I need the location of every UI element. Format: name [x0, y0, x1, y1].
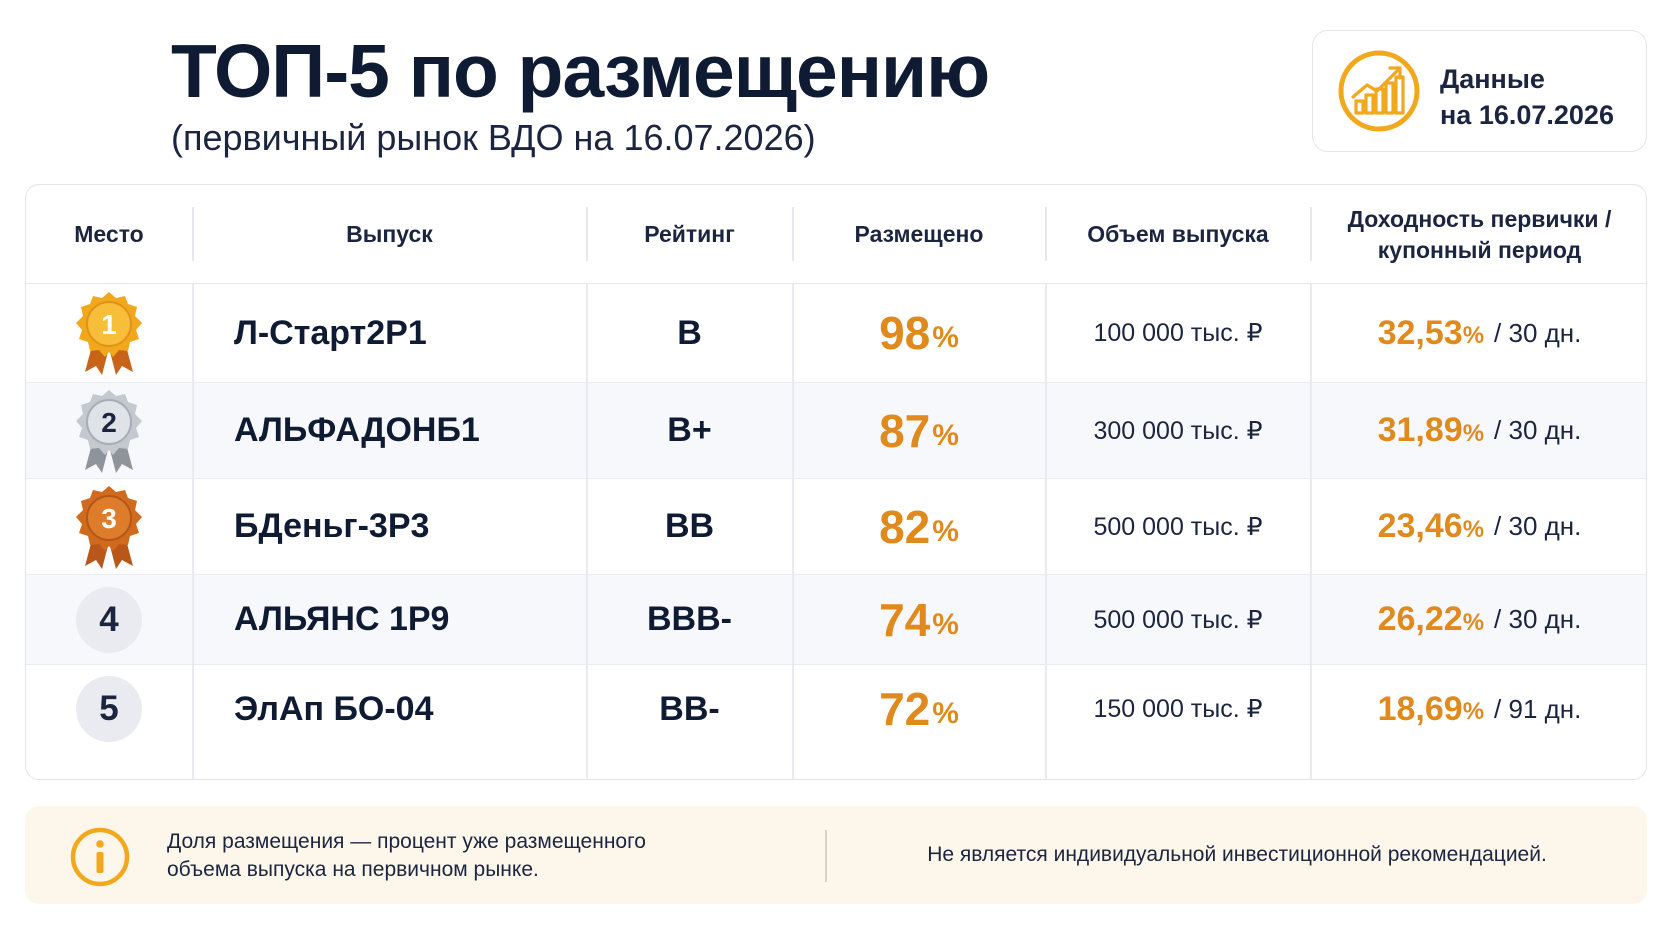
place-cell: 1: [26, 284, 192, 382]
volume-value: 100 000 тыс. ₽: [1093, 319, 1263, 347]
data-date-card: Данные на 16.07.2026: [1312, 30, 1647, 152]
place-badge: 5: [76, 676, 142, 742]
yield-value: 31,89%/ 30 дн.: [1377, 411, 1582, 449]
col-header-issue: Выпуск: [346, 221, 433, 247]
placement-definition: Доля размещения — процент уже размещенно…: [167, 830, 646, 881]
placed-value: 87%: [879, 404, 959, 457]
issue-name: Л-Старт2Р1: [234, 313, 427, 352]
volume-value: 500 000 тыс. ₽: [1093, 605, 1263, 634]
footer-note-panel: Доля размещения — процент уже размещенно…: [25, 806, 1647, 904]
date-value: на 16.07.2026: [1440, 100, 1614, 130]
issue-name: АЛЬЯНС 1Р9: [234, 600, 450, 638]
col-header-place: Место: [74, 221, 144, 247]
rating-value: BB-: [659, 689, 720, 728]
place-cell: 3: [26, 479, 192, 574]
date-label: Данные: [1440, 64, 1545, 94]
issue-name: ЭлАп БО-04: [234, 689, 434, 728]
table-header: Место Выпуск Рейтинг Размещено Объем вып…: [26, 185, 1646, 284]
place-cell: 4: [26, 575, 192, 664]
col-header-placed: Размещено: [854, 221, 984, 247]
info-icon: [70, 827, 130, 887]
volume-value: 150 000 тыс. ₽: [1093, 695, 1263, 723]
yield-value: 26,22%/ 30 дн.: [1377, 600, 1582, 638]
volume-value: 300 000 тыс. ₽: [1093, 416, 1263, 445]
ranking-table: Место Выпуск Рейтинг Размещено Объем вып…: [25, 184, 1647, 780]
place-badge: 4: [76, 586, 142, 653]
rating-value: BB: [664, 507, 715, 545]
svg-text:2: 2: [101, 407, 117, 438]
issue-name: БДеньг-3Р3: [234, 507, 430, 545]
table-row: 4 АЛЬЯНС 1Р9 BBB- 74% 500 000 тыс. ₽ 26,…: [26, 575, 1646, 665]
yield-value: 23,46%/ 30 дн.: [1377, 507, 1582, 545]
col-header-yield-line2: купонный период: [1377, 236, 1582, 263]
issue-name: АЛЬФАДОНБ1: [234, 411, 480, 449]
table-row: 1 Л-Старт2Р1 B 98% 100 000 тыс. ₽ 32,53%…: [26, 284, 1646, 383]
silver-medal-icon: 2: [76, 389, 142, 473]
chart-growth-icon: [1338, 50, 1420, 132]
yield-value: 18,69%/ 91 дн.: [1377, 689, 1582, 728]
yield-value: 32,53%/ 30 дн.: [1377, 313, 1582, 352]
col-header-yield: Доходность первички / купонный период: [1311, 185, 1646, 284]
col-header-rating: Рейтинг: [644, 221, 735, 247]
rating-value: B+: [667, 411, 712, 449]
page-subtitle: (первичный рынок ВДО на 16.07.2026): [171, 117, 816, 158]
rating-value: B: [677, 313, 702, 352]
rating-value: BBB-: [647, 600, 732, 638]
page-title: ТОП-5 по размещению: [171, 29, 990, 113]
col-header-yield-line1: Доходность первички /: [1347, 205, 1612, 232]
table-row: 2 АЛЬФАДОНБ1 B+ 87% 300 000 тыс. ₽ 31,89…: [26, 383, 1646, 479]
svg-text:1: 1: [101, 309, 117, 340]
volume-value: 500 000 тыс. ₽: [1093, 512, 1263, 541]
col-header-volume: Объем выпуска: [1087, 221, 1269, 247]
svg-text:3: 3: [101, 503, 117, 534]
placed-value: 74%: [879, 593, 959, 646]
placed-value: 98%: [879, 307, 959, 359]
disclaimer-text: Не является индивидуальной инвестиционно…: [927, 843, 1547, 866]
place-cell: 5: [26, 665, 192, 753]
place-cell: 2: [26, 383, 192, 478]
table-row: 5 ЭлАп БО-04 BB- 72% 150 000 тыс. ₽ 18,6…: [26, 665, 1646, 779]
placed-value: 82%: [879, 500, 959, 553]
bronze-medal-icon: 3: [76, 485, 142, 569]
placed-value: 72%: [879, 683, 959, 735]
gold-medal-icon: 1: [76, 292, 142, 375]
table-row: 3 БДеньг-3Р3 BB 82% 500 000 тыс. ₽ 23,46…: [26, 479, 1646, 575]
